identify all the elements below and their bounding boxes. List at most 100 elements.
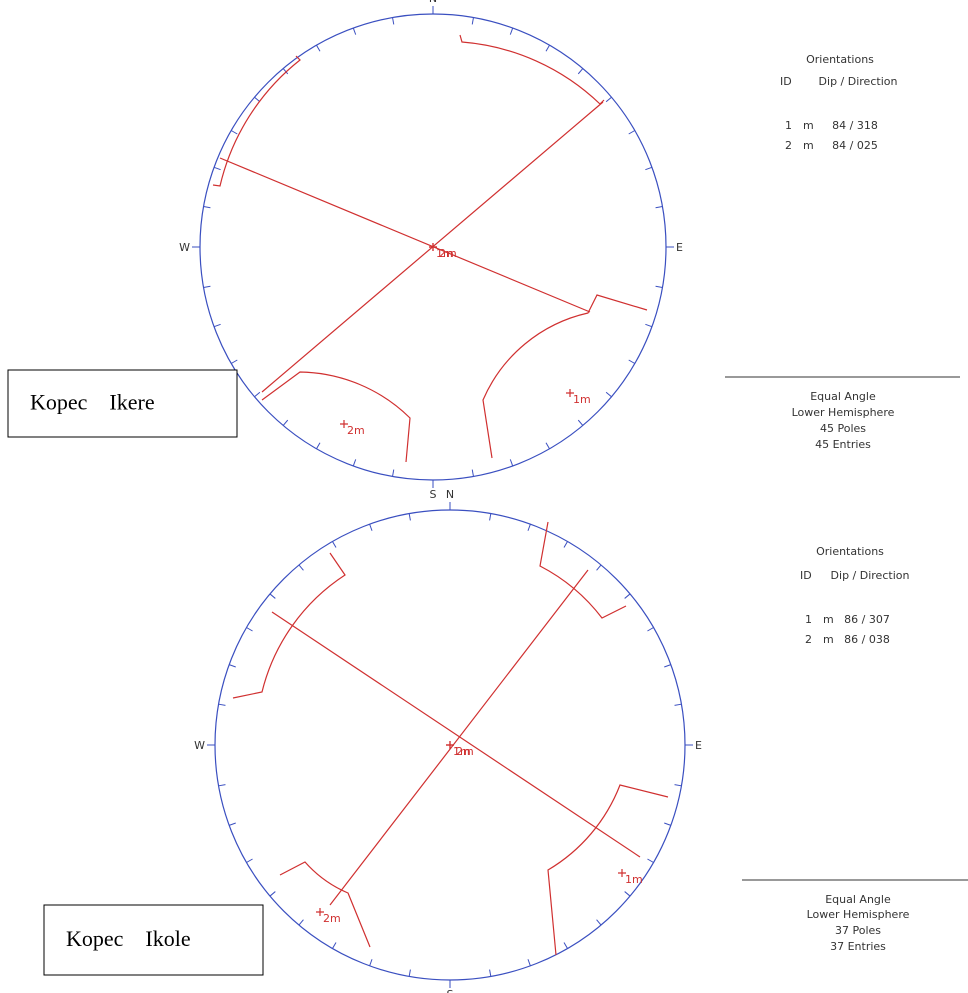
tick <box>213 323 221 328</box>
tick <box>332 942 337 949</box>
pole-window <box>261 371 411 463</box>
pole-window <box>232 552 346 699</box>
orientations-header: Dip / Direction <box>819 75 898 88</box>
orientation-value: 84 / 025 <box>832 139 878 152</box>
tick <box>369 524 373 531</box>
orientation-set: m <box>823 613 834 626</box>
tick <box>229 664 236 668</box>
tick <box>655 285 663 288</box>
tick <box>203 206 211 209</box>
tick <box>218 784 226 787</box>
tick <box>269 891 276 897</box>
pole-window <box>212 55 301 187</box>
tick <box>577 68 584 75</box>
orientation-id: 1 <box>805 613 812 626</box>
compass-w: W <box>194 739 205 752</box>
tick <box>628 130 636 135</box>
tick <box>577 419 584 426</box>
orientation-id: 1 <box>785 119 792 132</box>
pole-marker <box>446 741 454 749</box>
orientation-value: 86 / 307 <box>844 613 890 626</box>
orientations-title: Orientations <box>806 53 874 66</box>
summary-line: 37 Poles <box>835 924 881 937</box>
stereonet-panel: NSEW1m1m2m2mKopec IkoleOrientationsIDDip… <box>43 488 968 993</box>
tick <box>298 919 304 926</box>
tick <box>316 44 321 52</box>
compass-s: S <box>447 988 454 993</box>
tick <box>352 27 357 35</box>
summary-line: Equal Angle <box>825 893 891 906</box>
orientations-title: Orientations <box>816 545 884 558</box>
tick <box>316 442 321 450</box>
pole-marker <box>316 908 324 916</box>
orientations-header: Dip / Direction <box>831 569 910 582</box>
tick <box>246 627 253 632</box>
tick <box>408 969 411 977</box>
tick <box>298 564 304 571</box>
tick <box>282 419 289 426</box>
pole-label: 1m <box>436 247 454 260</box>
tick <box>230 359 238 364</box>
tick <box>605 96 612 103</box>
pole-marker <box>618 869 626 877</box>
pole-window <box>279 861 371 948</box>
compass-n: N <box>446 488 454 501</box>
tick <box>392 17 395 25</box>
name-box <box>7 369 238 438</box>
compass-n: N <box>429 0 437 5</box>
orientation-value: 86 / 038 <box>844 633 890 646</box>
pole-label: 2m <box>347 424 365 437</box>
pole-marker <box>340 420 348 428</box>
pole-label: 2m <box>456 745 474 758</box>
tick <box>229 822 236 826</box>
compass-s: S <box>430 488 437 501</box>
orientation-id: 2 <box>805 633 812 646</box>
summary-line: Equal Angle <box>810 390 876 403</box>
great-circle <box>329 569 589 906</box>
panel-name: Kopec Ikole <box>66 926 191 951</box>
tick <box>628 359 636 364</box>
tick <box>664 664 671 668</box>
tick <box>392 469 395 477</box>
name-box <box>43 904 264 976</box>
tick <box>545 442 550 450</box>
panel-name: Kopec Ikere <box>30 390 155 415</box>
tick <box>624 593 631 599</box>
compass-e: E <box>676 241 683 254</box>
tick <box>332 541 337 548</box>
pole-window <box>547 784 669 956</box>
orientation-value: 84 / 318 <box>832 119 878 132</box>
tick <box>282 68 289 75</box>
tick <box>471 17 474 25</box>
compass-w: W <box>179 241 190 254</box>
tick <box>596 564 602 571</box>
tick <box>269 593 276 599</box>
pole-label: 2m <box>439 247 457 260</box>
pole-window <box>459 34 605 105</box>
summary-line: 45 Poles <box>820 422 866 435</box>
tick <box>655 206 663 209</box>
tick <box>369 959 373 966</box>
orientation-id: 2 <box>785 139 792 152</box>
tick <box>218 703 226 706</box>
tick <box>645 323 653 328</box>
tick <box>674 703 682 706</box>
tick <box>509 459 514 467</box>
stereonet-panel: NSEW1m1m2m2mKopec IkereOrientationsIDDip… <box>7 0 960 501</box>
pole-window <box>482 294 648 459</box>
tick <box>545 44 550 52</box>
tick <box>624 891 631 897</box>
tick <box>527 524 531 531</box>
summary-line: 37 Entries <box>830 940 886 953</box>
tick <box>213 166 221 171</box>
tick <box>408 513 411 521</box>
tick <box>471 469 474 477</box>
tick <box>645 166 653 171</box>
great-circle <box>219 157 591 313</box>
summary-line: Lower Hemisphere <box>807 908 910 921</box>
tick <box>563 942 568 949</box>
orientations-header: ID <box>780 75 792 88</box>
tick <box>352 459 357 467</box>
orientation-set: m <box>803 139 814 152</box>
tick <box>203 285 211 288</box>
